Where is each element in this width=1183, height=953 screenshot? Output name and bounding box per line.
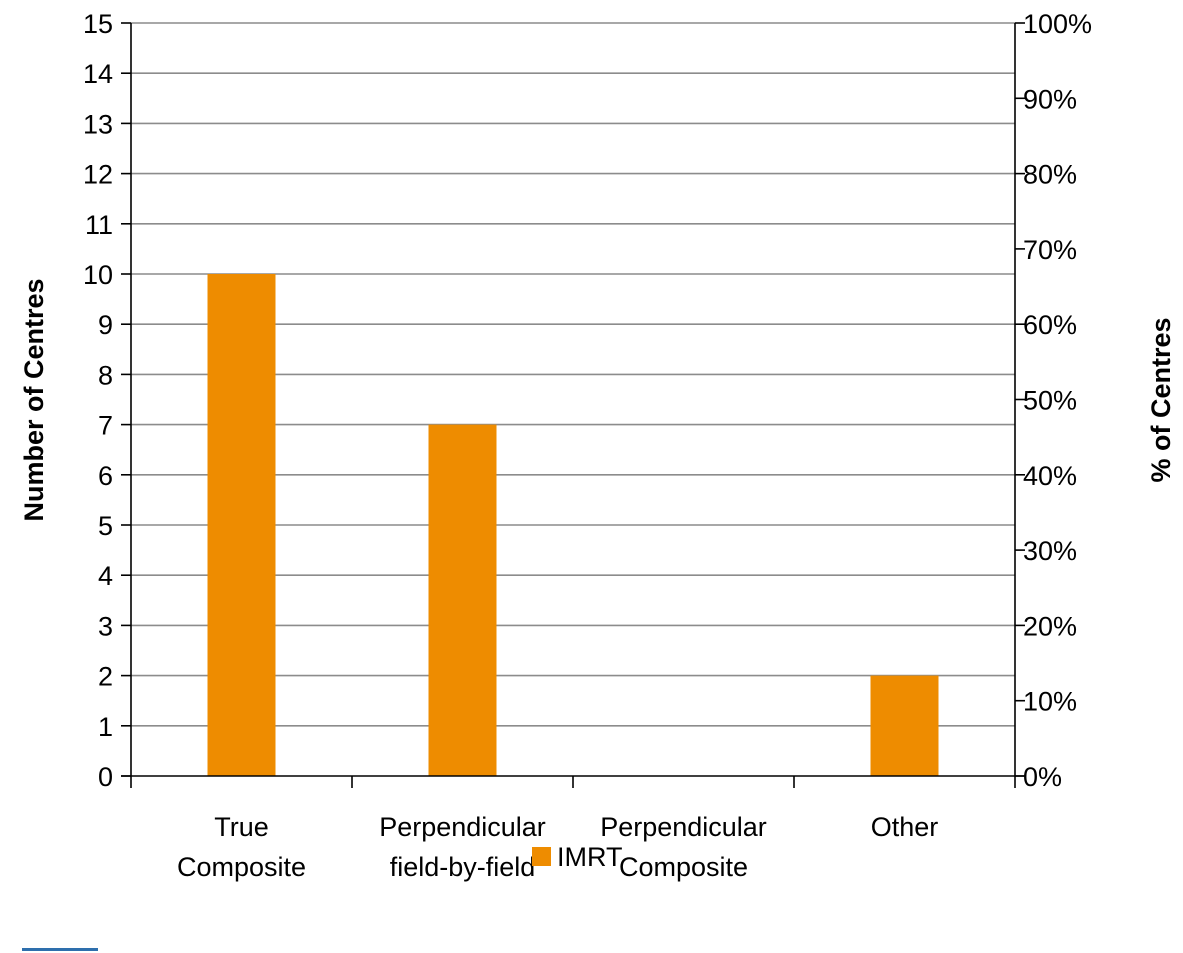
- x-category-label-line: Perpendicular: [600, 812, 767, 842]
- y2-tick-label: 100%: [1023, 9, 1092, 39]
- y-axis-title: Number of Centres: [19, 278, 49, 521]
- y2-axis-title: % of Centres: [1146, 317, 1176, 482]
- y-tick-label: 3: [98, 611, 113, 641]
- x-axis-category-labels: True Composite Perpendicular field-by-field…: [177, 812, 938, 882]
- y2-tick-label: 40%: [1023, 461, 1077, 491]
- y2-tick-label: 0%: [1023, 762, 1062, 792]
- y-tick-label: 0: [98, 762, 113, 792]
- x-category-label: True Composite: [177, 812, 306, 882]
- x-category-label-line: True: [214, 812, 269, 842]
- y-tick-label: 2: [98, 662, 113, 692]
- y2-tick-label: 80%: [1023, 160, 1077, 190]
- x-category-label-line: Composite: [619, 852, 748, 882]
- legend-label-imrt: IMRT: [557, 842, 623, 872]
- y-tick-label: 1: [98, 712, 113, 742]
- legend: IMRT: [532, 842, 623, 872]
- bars: [207, 274, 939, 776]
- x-category-label: Perpendicular Composite: [600, 812, 767, 882]
- y-tick-label: 12: [83, 160, 113, 190]
- y-tick-label: 14: [83, 59, 113, 89]
- x-category-label: Other: [871, 812, 939, 842]
- y2-tick-label: 70%: [1023, 235, 1077, 265]
- bar: [207, 274, 276, 776]
- y-tick-label: 6: [98, 461, 113, 491]
- x-category-label-line: Perpendicular: [379, 812, 546, 842]
- gridlines: [131, 22, 1015, 727]
- y2-tick-label: 90%: [1023, 84, 1077, 114]
- x-category-label-line: field-by-field: [390, 852, 536, 882]
- x-category-label-line: Other: [871, 812, 939, 842]
- y2-tick-label: 20%: [1023, 611, 1077, 641]
- y2-tick-label: 50%: [1023, 386, 1077, 416]
- y-tick-label: 15: [83, 9, 113, 39]
- y2-axis-tick-labels: 0% 10% 20% 30% 40% 50% 60% 70% 80% 90% 100%: [1023, 9, 1092, 792]
- y2-tick-label: 10%: [1023, 687, 1077, 717]
- bar: [428, 424, 497, 776]
- x-category-label-line: Composite: [177, 852, 306, 882]
- axes: [121, 22, 1025, 788]
- y-tick-label: 4: [98, 561, 113, 591]
- y-tick-label: 7: [98, 411, 113, 441]
- y-tick-label: 13: [83, 109, 113, 139]
- y-tick-label: 10: [83, 260, 113, 290]
- legend-swatch-imrt: [532, 847, 551, 866]
- decorative-line: [22, 948, 98, 951]
- y-tick-label: 11: [85, 210, 113, 240]
- y2-tick-label: 60%: [1023, 310, 1077, 340]
- y2-tick-label: 30%: [1023, 536, 1077, 566]
- bar: [870, 675, 939, 776]
- y-tick-label: 8: [98, 360, 113, 390]
- y-tick-label: 5: [98, 511, 113, 541]
- x-category-label: Perpendicular field-by-field: [379, 812, 546, 882]
- y-tick-label: 9: [98, 310, 113, 340]
